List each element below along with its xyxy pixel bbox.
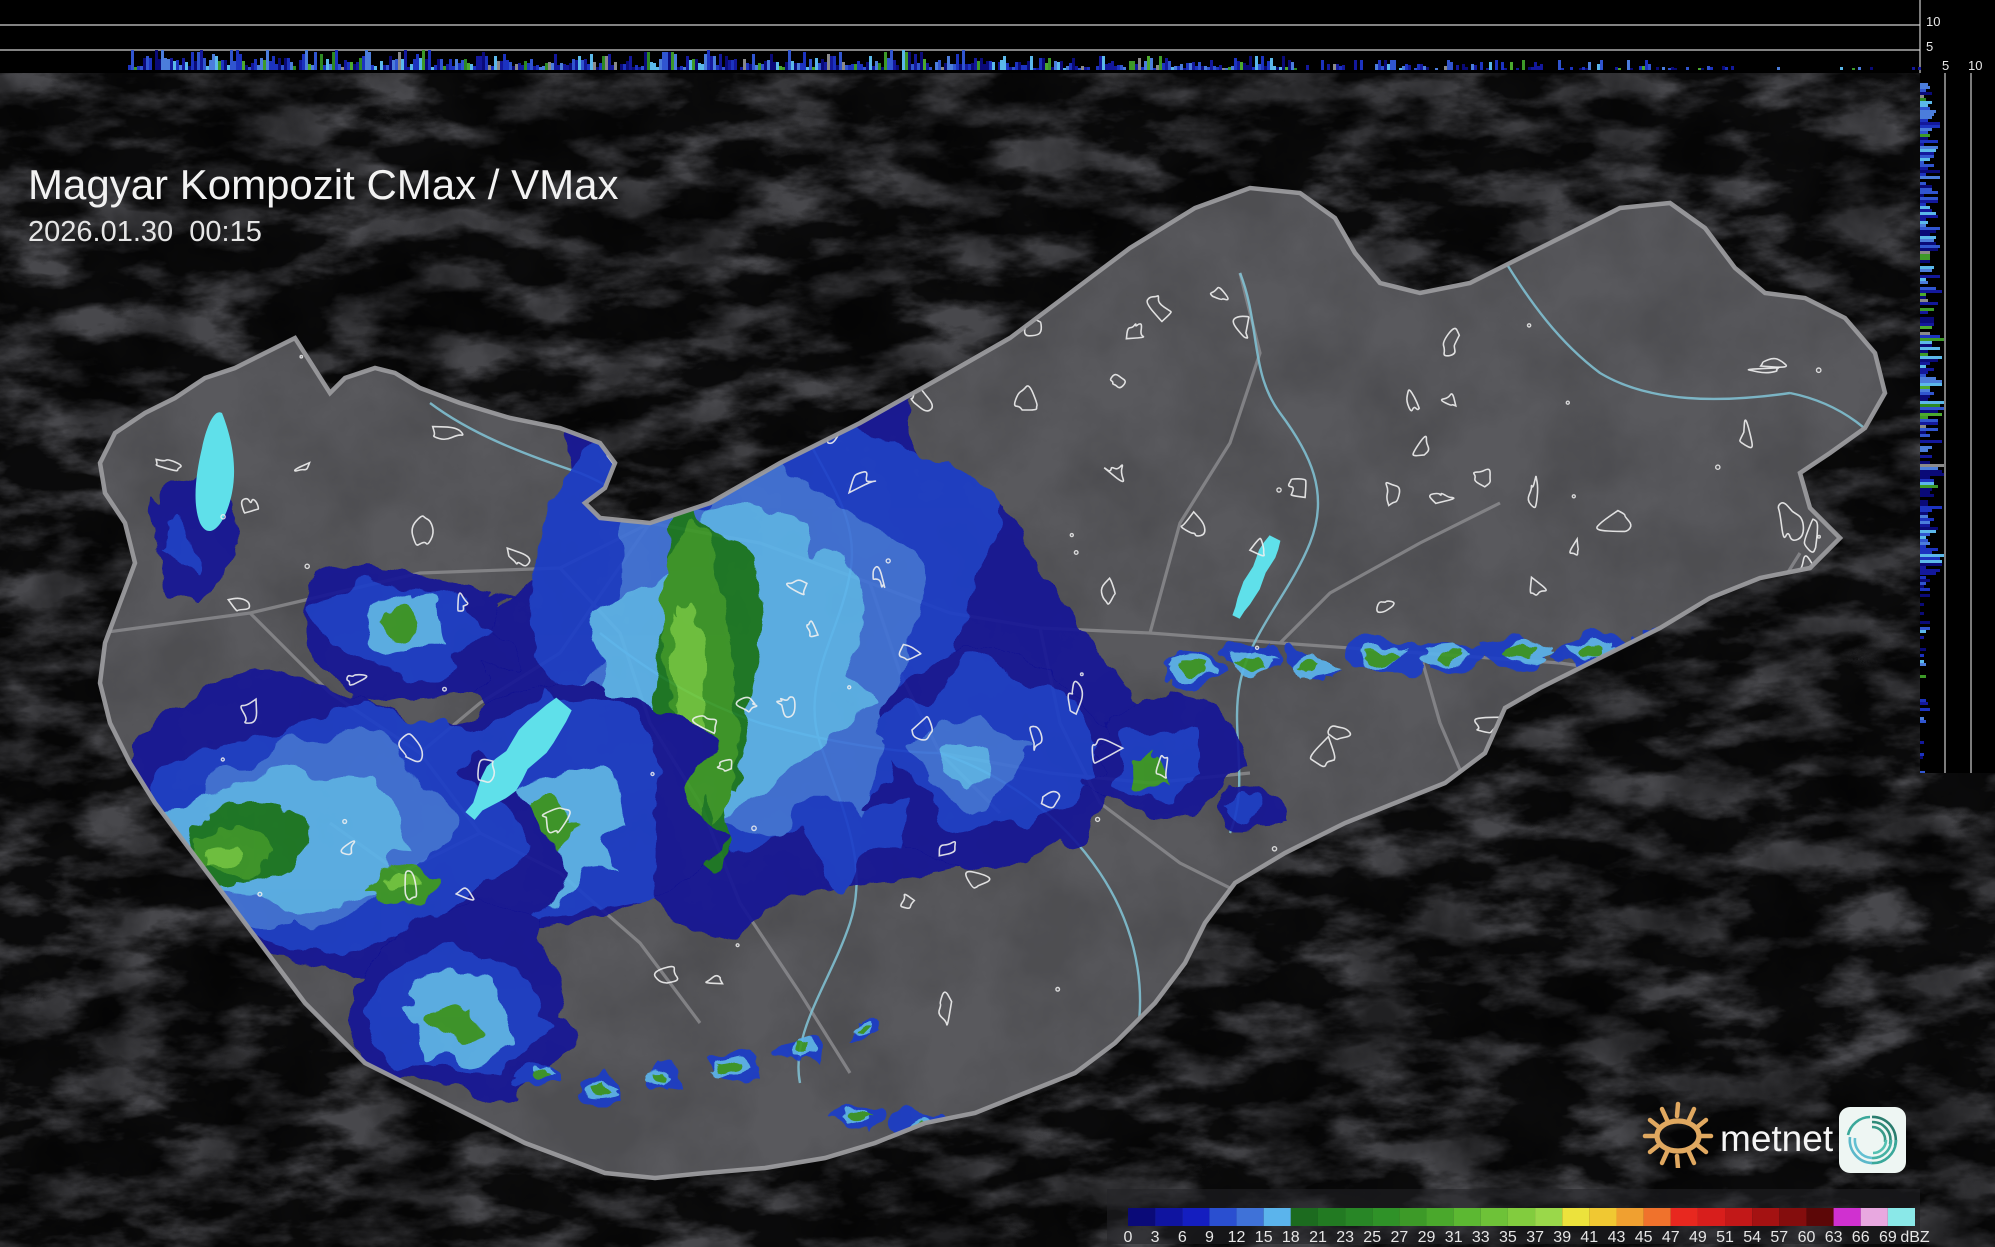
svg-text:metnet: metnet (1720, 1118, 1834, 1159)
